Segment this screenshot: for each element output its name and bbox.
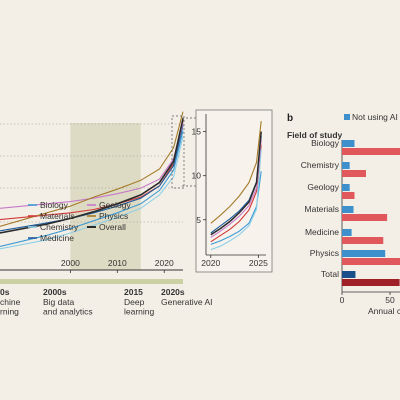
inset-chart: 5 10 15 2020 2025 — [192, 109, 273, 273]
main-x-tick-label: 2010 — [108, 258, 127, 268]
legend-label-overall: Overall — [99, 222, 126, 232]
inset-line-overall — [210, 131, 262, 236]
bar-not-using-ai — [342, 162, 350, 169]
bar-not-using-ai — [342, 206, 354, 213]
inset-x-tick-label: 2020 — [201, 258, 220, 268]
timeline-era-desc: rning — [0, 307, 19, 317]
legend-label-physics: Physics — [99, 211, 128, 221]
timeline-era-desc: chine — [0, 297, 21, 307]
bar-using-ai — [342, 192, 355, 199]
main-line-chemistry — [0, 136, 184, 250]
bar-not-using-ai — [342, 184, 350, 191]
legend-label-medicine: Medicine — [40, 233, 74, 243]
main-line-biology — [0, 130, 184, 248]
timeline-era-desc: and analytics — [43, 307, 93, 317]
bar-not-using-ai — [342, 229, 352, 236]
main-x-ticks: 2000 2010 2020 — [61, 258, 174, 273]
main-line-geology — [0, 122, 184, 209]
timeline-era-label: 2000s — [43, 287, 67, 297]
inset-series-lines — [210, 121, 262, 251]
bar-using-ai — [342, 237, 384, 244]
panel-b-category-label: Biology — [311, 138, 340, 148]
bar-using-ai — [342, 279, 400, 286]
inset-x-tick-label: 2025 — [249, 258, 268, 268]
main-chart: 2000 2010 2020 — [0, 111, 184, 273]
inset-line-geology — [210, 140, 262, 238]
panel-b-category-label: Total — [321, 269, 339, 279]
timeline-era-desc: Deep — [124, 297, 145, 307]
main-line-overall — [0, 118, 184, 234]
legend-panel-a: Biology Geology Materials Physics ChemistryM… — [28, 200, 131, 243]
legend-label-geology: Geology — [99, 200, 131, 210]
panel-b-label: b — [287, 113, 293, 124]
panel-b-y-title: Field of study — [287, 130, 343, 140]
bar-not-using-ai — [342, 271, 356, 278]
bar-using-ai — [342, 148, 400, 155]
legend-b-swatch — [344, 114, 350, 120]
inset-line-physics — [210, 121, 262, 224]
bar-not-using-ai — [342, 250, 386, 257]
timeline-era-desc: Big data — [43, 297, 74, 307]
timeline-era-desc: learning — [124, 307, 155, 317]
inset-y-tick-label: 5 — [196, 215, 201, 225]
main-series-lines — [0, 111, 184, 250]
main-line-physics — [0, 111, 184, 227]
legend-label-chemistry: Chemistry — [40, 222, 79, 232]
timeline-era-label: 2020s — [161, 287, 185, 297]
panel-b-category-label: Geology — [307, 182, 339, 192]
panel-b-category-label: Materials — [305, 204, 339, 214]
panel-b-x-tick-label: 0 — [340, 295, 345, 305]
bar-using-ai — [342, 170, 366, 177]
timeline-era-label: 2015 — [124, 287, 143, 297]
timeline-era-label: 0s — [0, 287, 10, 297]
bar-not-using-ai — [342, 140, 355, 147]
legend-label-materials: Materials — [40, 211, 74, 221]
panel-b-category-label: Medicine — [305, 227, 339, 237]
bar-using-ai — [342, 214, 388, 221]
inset-ticks: 5 10 15 2020 2025 — [192, 127, 269, 268]
inset-y-tick-label: 10 — [192, 171, 202, 181]
inset-line-materials — [210, 144, 262, 243]
main-x-tick-label: 2020 — [155, 258, 174, 268]
bar-using-ai — [342, 258, 400, 265]
timeline-era-desc: Generative AI — [161, 297, 213, 307]
panel-b-category-label: Chemistry — [301, 160, 340, 170]
zoom-box — [171, 115, 185, 189]
panel-b-x-tick-label: 50 — [385, 295, 395, 305]
main-x-tick-label: 2000 — [61, 258, 80, 268]
inset-line-chemistry — [210, 149, 262, 251]
panel-b-x-label: Annual c — [368, 306, 400, 316]
inset-y-tick-label: 15 — [192, 127, 202, 137]
panel-b-category-label: Physics — [310, 248, 339, 258]
legend-label-biology: Biology — [40, 200, 69, 210]
timeline-bar — [0, 279, 183, 284]
legend-b-label: Not using AI — [352, 112, 398, 122]
